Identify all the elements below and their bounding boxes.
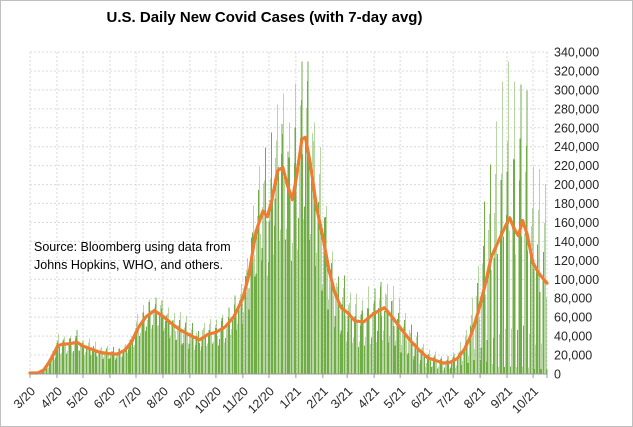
x-tick-label: 10/21 xyxy=(509,384,541,416)
x-tick-label: 6/20 xyxy=(91,384,118,411)
y-tick-label: 340,000 xyxy=(554,46,599,60)
x-axis-labels: 3/20 4/205/20 6/207/20 8/20 9/2010/2011/2012… xyxy=(11,384,541,416)
x-tick-label: 7/21 xyxy=(434,384,461,411)
y-tick-label: 200,000 xyxy=(554,178,599,192)
y-tick-label: 140,000 xyxy=(554,235,599,249)
seven-day-average-line xyxy=(28,135,549,375)
y-tick-label: 160,000 xyxy=(554,216,599,230)
y-tick-label: 120,000 xyxy=(554,254,599,268)
x-tick-label: 6/21 xyxy=(408,384,435,411)
y-tick-label: 80,000 xyxy=(554,292,592,306)
y-tick-label: 320,000 xyxy=(554,64,599,78)
x-tick-label: 8/20 xyxy=(144,384,171,411)
y-tick-label: 100,000 xyxy=(554,273,599,287)
y-tick-label: 280,000 xyxy=(554,102,599,116)
x-tick-label: 4/21 xyxy=(355,384,382,411)
x-tick-label: 7/20 xyxy=(117,384,144,411)
y-tick-label: 300,000 xyxy=(554,83,599,97)
gridlines xyxy=(29,51,548,374)
y-tick-label: 60,000 xyxy=(554,311,592,325)
y-tick-label: 260,000 xyxy=(554,121,599,135)
x-tick-label: 2/21 xyxy=(304,384,331,411)
x-tick-label: 5/21 xyxy=(381,384,408,411)
x-tick-label: 12/20 xyxy=(245,384,277,416)
x-tick-label: 3/21 xyxy=(328,384,355,411)
x-tick-label: 5/20 xyxy=(64,384,91,411)
chart-title: U.S. Daily New Covid Cases (with 7-day a… xyxy=(106,9,423,26)
x-tick-label: 10/20 xyxy=(192,384,224,416)
source-annotation: Source: Bloomberg using data from Johns … xyxy=(34,238,231,274)
x-tick-label: 4/20 xyxy=(38,384,65,411)
x-tick-label: 1/21 xyxy=(277,384,304,411)
source-annotation-line1: Source: Bloomberg using data from xyxy=(34,240,231,254)
y-tick-label: 220,000 xyxy=(554,159,599,173)
source-annotation-line2: Johns Hopkins, WHO, and others. xyxy=(34,258,223,272)
x-tick-label: 3/20 xyxy=(11,384,38,411)
y-axis-labels: 0 20,000 40,000 60,000 80,000 100,000 120,000 1… xyxy=(554,46,599,382)
x-tick-label: 11/20 xyxy=(220,384,251,415)
x-tick-label: 8/21 xyxy=(461,384,488,411)
y-tick-label: 0 xyxy=(554,368,561,382)
y-tick-label: 40,000 xyxy=(554,330,592,344)
y-tick-label: 240,000 xyxy=(554,140,599,154)
x-axis xyxy=(29,373,548,378)
y-tick-label: 20,000 xyxy=(554,349,592,363)
y-tick-label: 180,000 xyxy=(554,197,599,211)
